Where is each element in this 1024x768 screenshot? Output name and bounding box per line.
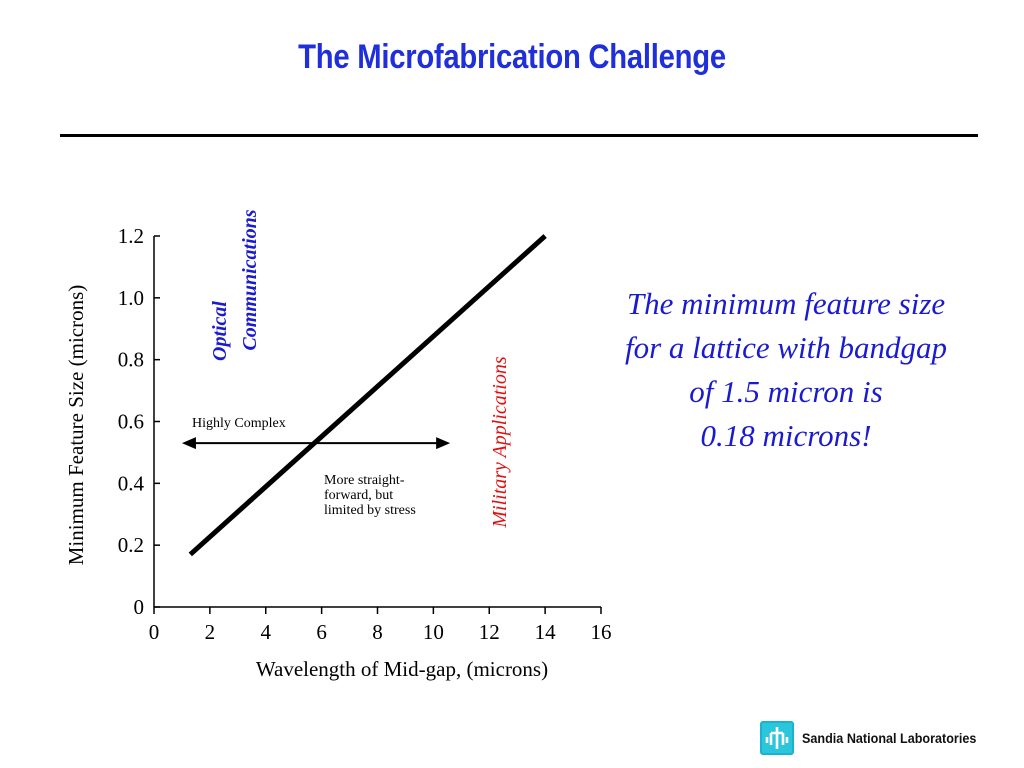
complexity-arrow <box>181 437 451 450</box>
footer: Sandia National Laboratories <box>760 720 996 756</box>
callout-text: The minimum feature size for a lattice w… <box>570 282 1002 458</box>
callout-line-4: 0.18 microns! <box>700 418 872 453</box>
sandia-thunderbird-logo-icon <box>760 721 794 755</box>
x-tick-label: 10 <box>423 620 444 644</box>
y-tick-label: 0.8 <box>118 348 144 372</box>
y-tick-label: 0.2 <box>118 533 144 557</box>
arrow-label: Highly Complex <box>192 416 286 431</box>
y-tick-label: 1.0 <box>118 286 144 310</box>
series-line <box>188 234 547 557</box>
military-applications-label: Military Applications <box>489 356 511 529</box>
y-tick-label: 0.6 <box>118 410 144 434</box>
note-line-2: forward, but <box>324 488 393 503</box>
arrow-head-right <box>436 437 451 450</box>
x-tick-label: 4 <box>261 620 272 644</box>
y-tick-label: 1.2 <box>118 224 144 248</box>
y-tick-label: 0.4 <box>118 471 145 495</box>
note-line-1: More straight- <box>324 473 405 488</box>
y-axis-label: Minimum Feature Size (microns) <box>64 285 88 566</box>
y-tick-label: 0 <box>134 595 145 619</box>
series-layer <box>188 234 547 557</box>
callout-line-2: for a lattice with bandgap <box>624 330 948 365</box>
y-axis-ticks: 0 0.2 0.4 0.6 0.8 1.0 1.2 <box>118 224 160 619</box>
callout-line-3: of 1.5 micron is <box>689 374 883 409</box>
x-tick-label: 0 <box>149 620 160 644</box>
x-tick-label: 16 <box>591 620 612 644</box>
title-divider <box>60 134 978 137</box>
callout-line-1: The minimum feature size <box>626 286 946 321</box>
optical-label-line-2: Communications <box>239 209 261 350</box>
slide-title: The Microfabrication Challenge <box>298 38 726 76</box>
org-name: Sandia National Laboratories <box>802 730 977 746</box>
x-axis-ticks: 0 2 4 6 8 10 12 14 16 <box>149 607 612 644</box>
x-axis-label: Wavelength of Mid-gap, (microns) <box>256 657 548 681</box>
x-tick-label: 8 <box>372 620 383 644</box>
optical-label-line-1: Optical <box>209 301 231 361</box>
x-tick-label: 6 <box>316 620 327 644</box>
note-line-3: limited by stress <box>324 503 416 518</box>
arrow-head-left <box>181 437 196 450</box>
x-tick-label: 12 <box>479 620 500 644</box>
x-tick-label: 2 <box>205 620 216 644</box>
x-tick-label: 14 <box>535 620 557 644</box>
